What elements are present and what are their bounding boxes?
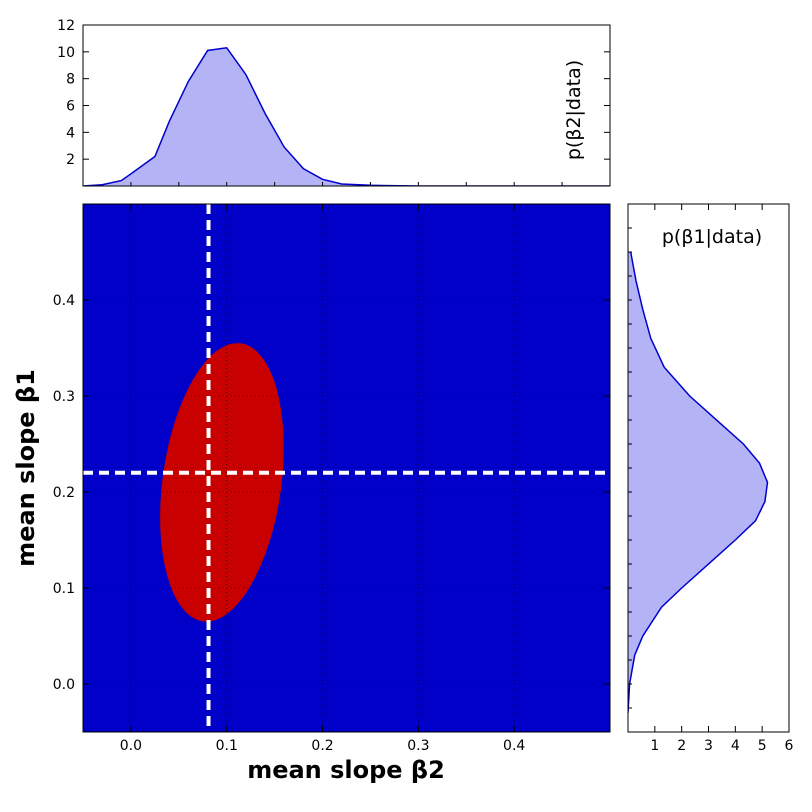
contour-level-8	[160, 343, 284, 622]
joint-frame	[82, 203, 611, 733]
x-tick-label-1: 0.1	[216, 738, 238, 754]
y-tick-label-3: 0.3	[53, 389, 75, 405]
joint-ticks: 0.0 0.1 0.2 0.3 0.4 0.0 0.1 0.2 0.3 0.4	[53, 204, 610, 754]
right-marginal-curve	[628, 251, 769, 713]
truth-lines	[83, 204, 610, 732]
right-x-tick-label-3: 4	[731, 738, 740, 754]
y-tick-label-0: 0.0	[53, 677, 75, 693]
right-x-tick-label-5: 6	[785, 738, 794, 754]
top-marginal-area	[83, 47, 610, 186]
right-x-tick-label-1: 2	[677, 738, 686, 754]
right-x-tick-label-0: 1	[650, 738, 659, 754]
y-axis-title: mean slope β1	[12, 369, 40, 567]
top-marginal-ticks: 2 4 6 8 10 12	[57, 18, 611, 186]
contour-bands	[160, 343, 284, 622]
y-tick-label-1: 0.1	[53, 581, 75, 597]
right-marginal-area	[628, 252, 768, 713]
right-marginal-ticks: 1 2 3 4 5 6	[628, 203, 794, 754]
top-y-tick-label-0: 2	[66, 152, 75, 168]
top-marginal-panel: 2 4 6 8 10 12 p(β2|data)	[57, 18, 611, 187]
top-marginal-label: p(β2|data)	[563, 60, 585, 160]
y-tick-label-4: 0.4	[53, 293, 75, 309]
top-y-tick-label-5: 12	[57, 18, 75, 34]
x-axis-title: mean slope β2	[247, 756, 445, 784]
top-y-tick-label-4: 10	[57, 45, 75, 61]
joint-grid	[83, 204, 610, 732]
joint-background	[83, 204, 610, 732]
top-marginal-curve	[83, 46, 610, 186]
top-y-tick-label-3: 8	[66, 72, 75, 88]
top-y-tick-label-2: 6	[66, 99, 75, 115]
x-tick-label-0: 0.0	[120, 738, 142, 754]
right-marginal-line	[628, 251, 769, 713]
x-tick-label-4: 0.4	[503, 738, 525, 754]
right-marginal-label: p(β1|data)	[662, 226, 762, 248]
joint-panel: 0.0 0.1 0.2 0.3 0.4 0.0 0.1 0.2 0.3 0.4 mean slop…	[12, 203, 611, 784]
right-marginal-panel: 1 2 3 4 5 6 p(β1|data)	[627, 203, 794, 754]
right-x-tick-label-4: 5	[758, 738, 767, 754]
x-tick-label-3: 0.3	[407, 738, 429, 754]
right-x-tick-label-2: 3	[704, 738, 713, 754]
top-marginal-line	[83, 46, 610, 186]
x-tick-label-2: 0.2	[311, 738, 333, 754]
y-tick-label-2: 0.2	[53, 485, 75, 501]
top-y-tick-label-1: 4	[66, 125, 75, 141]
